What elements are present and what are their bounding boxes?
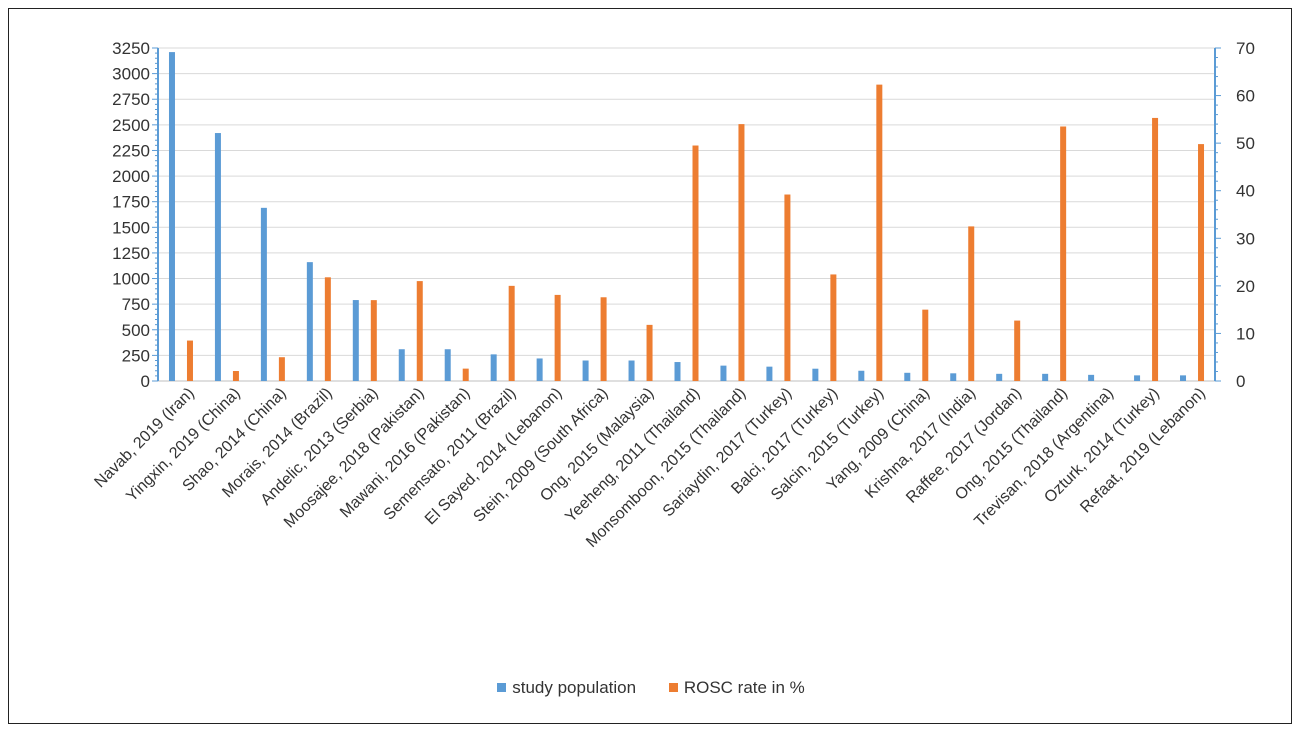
bar-rosc-rate xyxy=(508,285,515,381)
bar-rosc-rate xyxy=(554,294,561,381)
right-tick-label: 20 xyxy=(1236,277,1255,296)
bar-rosc-rate xyxy=(784,194,791,381)
bar-study-population xyxy=(260,207,267,381)
legend: study population ROSC rate in % xyxy=(0,678,1302,698)
bar-rosc-rate xyxy=(278,357,285,381)
bar-rosc-rate xyxy=(600,297,607,381)
left-tick-label: 1750 xyxy=(112,193,150,212)
legend-swatch-orange xyxy=(668,683,678,692)
left-tick-label: 2000 xyxy=(112,167,150,186)
bar-study-population xyxy=(536,358,543,381)
right-tick-label: 50 xyxy=(1236,134,1255,153)
right-axis: 0 10 20 30 40 50 60 70 xyxy=(1214,39,1255,391)
bar-study-population xyxy=(1088,374,1095,381)
bar-study-population xyxy=(352,300,359,381)
bar-study-population xyxy=(720,365,727,381)
bar-study-population xyxy=(674,362,681,381)
right-tick-label: 70 xyxy=(1236,39,1255,58)
left-tick-label: 3250 xyxy=(112,39,150,58)
left-tick-label: 1000 xyxy=(112,270,150,289)
left-tick-label: 500 xyxy=(122,321,150,340)
bar-rosc-rate xyxy=(370,300,377,381)
right-tick-label: 60 xyxy=(1236,87,1255,106)
left-tick-label: 750 xyxy=(122,295,150,314)
left-tick-label: 1500 xyxy=(112,218,150,237)
bar-rosc-rate xyxy=(692,145,699,381)
left-tick-label: 0 xyxy=(141,372,150,391)
left-tick-label: 1250 xyxy=(112,244,150,263)
bar-study-population xyxy=(1134,375,1141,381)
bar-study-population xyxy=(490,354,497,381)
bar-rosc-rate xyxy=(1014,320,1021,381)
bar-study-population xyxy=(766,366,773,381)
bar-rosc-rate xyxy=(1060,126,1067,381)
legend-swatch-blue xyxy=(497,683,507,692)
bar-rosc-rate xyxy=(738,124,745,381)
bar-study-population xyxy=(996,373,1003,381)
right-tick-label: 10 xyxy=(1236,324,1255,343)
bar-study-population xyxy=(1180,375,1187,381)
bars xyxy=(168,52,1205,382)
bar-rosc-rate xyxy=(462,368,469,381)
bar-study-population xyxy=(904,372,911,381)
bar-study-population xyxy=(858,370,865,381)
bar-rosc-rate xyxy=(646,324,653,381)
bar-study-population xyxy=(628,360,635,381)
bar-rosc-rate xyxy=(830,274,837,381)
gridlines xyxy=(158,47,1215,382)
bar-study-population xyxy=(582,360,589,381)
bar-rosc-rate xyxy=(876,84,883,381)
bar-rosc-rate xyxy=(1198,144,1205,381)
bar-rosc-rate xyxy=(186,340,193,381)
left-tick-label: 2500 xyxy=(112,116,150,135)
bar-study-population xyxy=(1042,373,1049,381)
x-axis-labels: Navab, 2019 (Iran)Yingxin, 2019 (China)S… xyxy=(91,385,1208,551)
bar-rosc-rate xyxy=(922,309,929,381)
left-tick-label: 2250 xyxy=(112,141,150,160)
legend-label-study-population: study population xyxy=(512,678,637,697)
bar-rosc-rate xyxy=(324,277,331,381)
legend-item-study-population: study population xyxy=(497,678,636,698)
bar-study-population xyxy=(398,349,405,381)
right-tick-label: 30 xyxy=(1236,229,1255,248)
right-tick-label: 40 xyxy=(1236,182,1255,201)
bar-rosc-rate xyxy=(968,226,975,381)
left-tick-label: 3000 xyxy=(112,65,150,84)
bar-study-population xyxy=(812,368,819,381)
legend-item-rosc-rate: ROSC rate in % xyxy=(668,678,805,698)
right-tick-label: 0 xyxy=(1236,372,1245,391)
left-axis: 0 250 500 750 1000 1250 1500 1750 2000 2250 2500 27… xyxy=(112,39,159,391)
bar-study-population xyxy=(950,373,957,381)
bar-study-population xyxy=(444,349,451,381)
bar-study-population xyxy=(214,133,221,381)
legend-label-rosc-rate: ROSC rate in % xyxy=(683,678,805,697)
bar-rosc-rate xyxy=(1152,117,1159,382)
bar-rosc-rate xyxy=(416,281,423,381)
left-tick-label: 250 xyxy=(122,346,150,365)
bar-study-population xyxy=(306,262,313,381)
bar-study-population xyxy=(168,52,175,382)
left-tick-label: 2750 xyxy=(112,90,150,109)
bar-rosc-rate xyxy=(232,371,239,381)
